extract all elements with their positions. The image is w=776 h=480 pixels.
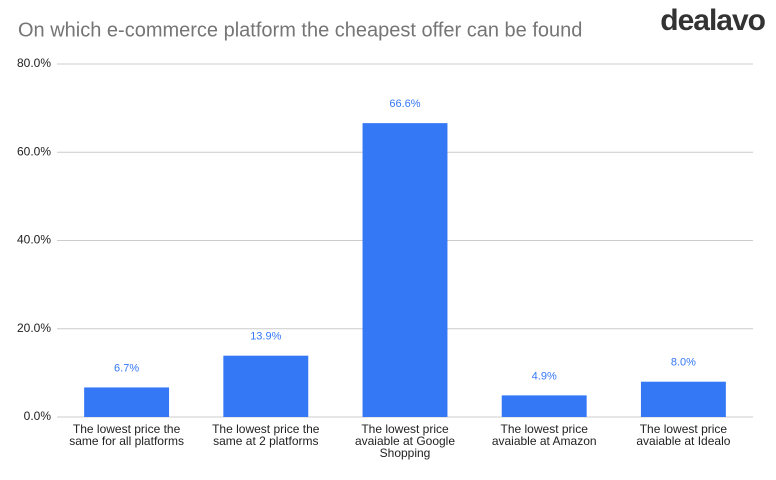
y-tick-label: 60.0% xyxy=(17,144,51,158)
bar xyxy=(640,381,726,417)
y-tick-label: 0.0% xyxy=(24,409,52,423)
x-tick-container: The lowest price avaiable at Idealo xyxy=(636,423,731,448)
bar xyxy=(362,123,448,417)
x-tick-label: The lowest price avaiable at Google Shop… xyxy=(354,423,456,460)
bar xyxy=(501,395,587,417)
x-tick-container: The lowest price the same for all platfo… xyxy=(69,423,184,448)
bar xyxy=(84,387,170,417)
y-tick-label: 20.0% xyxy=(17,321,51,335)
value-label: 13.9% xyxy=(250,331,281,343)
x-tick-label: The lowest price avaiable at Idealo xyxy=(636,423,731,448)
value-label: 8.0% xyxy=(671,357,696,369)
x-tick-label: The lowest price the same for all platfo… xyxy=(69,423,184,448)
value-label: 6.7% xyxy=(114,362,139,374)
x-tick-container: The lowest price avaiable at Amazon xyxy=(491,423,597,448)
chart-title: On which e-commerce platform the cheapes… xyxy=(18,19,582,41)
y-tick-label: 40.0% xyxy=(17,233,51,247)
x-tick-container: The lowest price avaiable at Google Shop… xyxy=(354,423,456,460)
value-label: 4.9% xyxy=(532,370,557,382)
x-tick-label: The lowest price avaiable at Amazon xyxy=(491,423,597,448)
y-tick-label: 80.0% xyxy=(17,56,51,70)
x-tick-container: The lowest price the same at 2 platforms xyxy=(212,423,320,448)
bar xyxy=(223,355,309,417)
x-tick-label: The lowest price the same at 2 platforms xyxy=(212,423,320,448)
logo: dealavo xyxy=(660,4,765,37)
value-label: 66.6% xyxy=(389,98,420,110)
